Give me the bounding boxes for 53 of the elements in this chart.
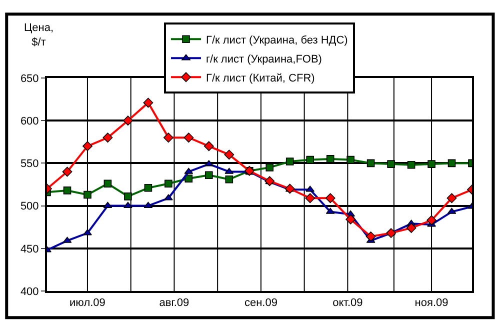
x-tick-label: июл.09 — [70, 297, 106, 310]
point — [448, 159, 456, 168]
point — [266, 164, 274, 172]
point — [184, 174, 193, 182]
y-tick-label: 500 — [20, 200, 39, 213]
y-tick-label: 450 — [20, 243, 39, 256]
point — [143, 98, 154, 108]
point — [428, 160, 436, 168]
legend-label: г/к лист (Украина,FOB) — [206, 53, 322, 66]
point — [225, 175, 234, 184]
y-tick-label: 550 — [20, 158, 39, 170]
point — [124, 192, 132, 200]
point — [224, 150, 234, 160]
point — [426, 215, 436, 226]
point — [346, 214, 356, 224]
point — [205, 171, 213, 180]
point — [163, 132, 174, 143]
x-tick-label: окт.09 — [332, 297, 363, 310]
point — [124, 202, 132, 208]
point — [446, 193, 457, 204]
point — [407, 161, 416, 169]
point — [102, 132, 113, 143]
point — [346, 156, 354, 164]
y-tick-label: 400 — [20, 286, 39, 298]
legend-label: Г/к лист (Китай, CFR) — [206, 72, 315, 84]
y-tick-label: 600 — [20, 115, 39, 128]
point — [63, 186, 72, 194]
point — [305, 193, 316, 204]
x-tick-label: ноя.09 — [414, 297, 448, 310]
point — [366, 159, 375, 168]
point — [286, 158, 294, 166]
point — [325, 193, 336, 204]
point — [82, 141, 92, 152]
point — [184, 132, 194, 143]
point — [164, 180, 172, 188]
legend-label: Г/к лист (Украина, без НДС) — [206, 34, 348, 46]
point — [366, 232, 376, 242]
x-tick-label: сен.09 — [244, 297, 278, 310]
point — [386, 228, 396, 238]
point — [144, 184, 152, 192]
point — [406, 223, 416, 233]
point — [83, 229, 92, 236]
y-axis-title: Цена, $/т — [24, 22, 54, 48]
point — [204, 141, 214, 152]
point — [387, 160, 395, 168]
point — [306, 156, 314, 164]
point — [326, 155, 334, 163]
x-tick-label: авг.09 — [159, 297, 190, 310]
point — [62, 166, 72, 177]
y-tick-label: 650 — [20, 72, 39, 85]
point — [104, 180, 112, 188]
point — [123, 116, 133, 126]
point — [84, 190, 92, 199]
